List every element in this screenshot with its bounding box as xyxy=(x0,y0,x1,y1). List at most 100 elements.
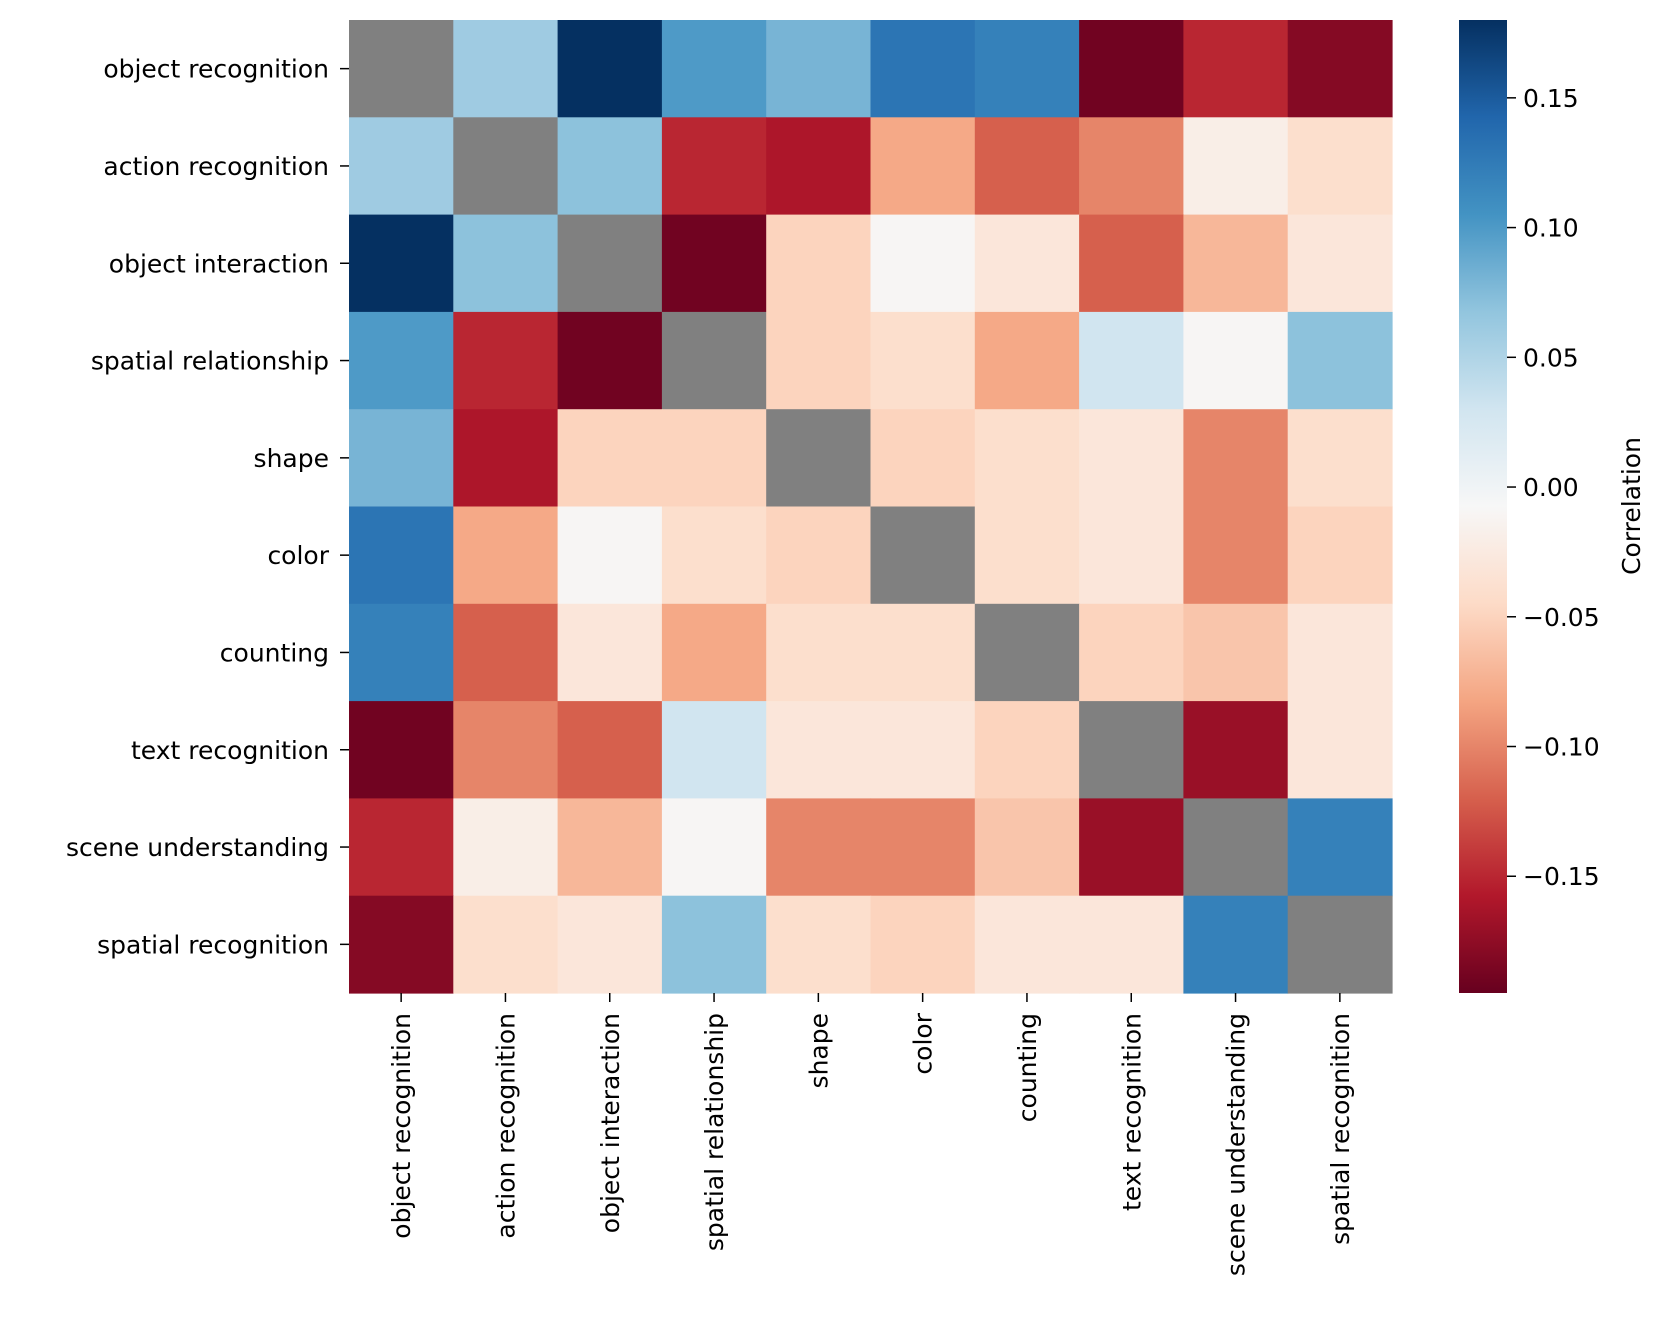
heatmap-cell xyxy=(974,506,1080,605)
heatmap-cell xyxy=(1287,117,1393,216)
heatmap-cell xyxy=(349,895,454,994)
colorbar-tick-label: −0.10 xyxy=(1523,733,1600,762)
heatmap-cell xyxy=(1183,409,1289,508)
heatmap-cell xyxy=(1287,603,1393,702)
heatmap-cell xyxy=(974,20,1080,118)
heatmap-cell xyxy=(766,506,872,605)
x-tick-label: object interaction xyxy=(596,1013,625,1233)
heatmap-cell xyxy=(1079,506,1184,605)
heatmap-cell xyxy=(1079,311,1184,410)
heatmap-cell xyxy=(453,20,559,118)
y-tick-label: scene understanding xyxy=(66,833,329,862)
x-tick-label: counting xyxy=(1013,1013,1042,1122)
heatmap-cell xyxy=(1079,798,1184,897)
heatmap-cell xyxy=(557,311,663,410)
heatmap-cell xyxy=(870,895,976,994)
heatmap-cell xyxy=(974,798,1080,897)
heatmap-cell xyxy=(1183,214,1289,313)
heatmap-cell xyxy=(766,311,872,410)
y-tick-labels: object recognition action recognition obje… xyxy=(66,55,349,959)
colorbar-tick-label: 0.05 xyxy=(1523,343,1579,372)
heatmap-cell xyxy=(1287,798,1393,897)
x-tick-label: shape xyxy=(804,1013,833,1088)
heatmap-cell xyxy=(453,798,559,897)
heatmap-cell xyxy=(453,895,559,994)
heatmap-cell xyxy=(1287,311,1393,410)
heatmap-cell xyxy=(870,214,976,313)
heatmap-cell xyxy=(661,798,767,897)
heatmap-cell xyxy=(557,895,663,994)
heatmap-cell xyxy=(661,311,767,410)
heatmap-cell xyxy=(661,701,767,799)
heatmap-cell xyxy=(661,895,767,994)
y-tick-label: text recognition xyxy=(131,736,329,765)
heatmap-cell xyxy=(349,506,454,605)
heatmap-cell xyxy=(870,798,976,897)
heatmap-cell xyxy=(453,311,559,410)
heatmap-cell xyxy=(349,701,454,799)
x-tick-labels: object recognition action recognition obje… xyxy=(387,993,1355,1276)
heatmap-cell xyxy=(1079,701,1184,799)
heatmap-cell xyxy=(1079,409,1184,508)
heatmap-cell xyxy=(1079,895,1184,994)
heatmap-cell xyxy=(870,506,976,605)
heatmap-cell xyxy=(453,701,559,799)
heatmap-cell xyxy=(1079,214,1184,313)
heatmap-cell xyxy=(766,117,872,216)
heatmap-cell xyxy=(661,117,767,216)
colorbar-tick-label: 0.15 xyxy=(1523,84,1579,113)
heatmap-cell xyxy=(557,117,663,216)
heatmap-cell xyxy=(974,603,1080,702)
colorbar-gradient xyxy=(1459,20,1507,993)
x-tick-label: object recognition xyxy=(387,1013,416,1239)
heatmap-cell xyxy=(661,20,767,118)
heatmap-cell xyxy=(557,701,663,799)
heatmap-cell xyxy=(974,895,1080,994)
heatmap-cell xyxy=(1183,798,1289,897)
heatmap-cell xyxy=(766,895,872,994)
x-tick-label: scene understanding xyxy=(1222,1013,1251,1276)
x-tick-label: spatial relationship xyxy=(700,1013,729,1251)
heatmap-cell xyxy=(557,603,663,702)
heatmap-cell xyxy=(1183,117,1289,216)
heatmap-cell xyxy=(453,214,559,313)
y-tick-label: action recognition xyxy=(103,152,329,181)
y-tick-label: object interaction xyxy=(109,249,329,278)
heatmap-cell xyxy=(1287,701,1393,799)
colorbar-tick-label: 0.00 xyxy=(1523,473,1579,502)
colorbar: 0.15 0.10 0.05 0.00 −0.05 −0.10 −0.15 Correlat… xyxy=(1459,20,1646,993)
y-tick-label: shape xyxy=(254,444,329,473)
heatmap-cell xyxy=(349,311,454,410)
heatmap-cell xyxy=(557,20,663,118)
heatmap-cell xyxy=(974,701,1080,799)
colorbar-label: Correlation xyxy=(1617,437,1646,575)
heatmap-cell xyxy=(870,603,976,702)
heatmap-cell xyxy=(1183,603,1289,702)
heatmap-cell xyxy=(661,409,767,508)
y-tick-label: counting xyxy=(220,638,329,667)
heatmap-cell xyxy=(557,798,663,897)
colorbar-tick-label: −0.15 xyxy=(1523,862,1600,891)
heatmap-cell xyxy=(870,20,976,118)
heatmap-cell xyxy=(453,409,559,508)
heatmap-cell xyxy=(557,409,663,508)
y-tick-label: color xyxy=(267,541,329,570)
heatmap-cell xyxy=(1287,214,1393,313)
heatmap-cell xyxy=(1183,20,1289,118)
heatmap-cell xyxy=(870,409,976,508)
x-tick-label: action recognition xyxy=(491,1013,520,1239)
colorbar-tick-label: −0.05 xyxy=(1523,603,1600,632)
x-tick-label: color xyxy=(909,1012,938,1074)
heatmap-cell xyxy=(974,117,1080,216)
heatmap-cell xyxy=(1183,311,1289,410)
heatmap-cell xyxy=(661,506,767,605)
heatmap-cell xyxy=(349,409,454,508)
heatmap-cell xyxy=(870,701,976,799)
x-tick-label: text recognition xyxy=(1117,1013,1146,1211)
heatmap-cell xyxy=(1183,506,1289,605)
heatmap-cell xyxy=(766,603,872,702)
y-tick-label: spatial recognition xyxy=(97,930,329,959)
heatmap-cell xyxy=(974,409,1080,508)
heatmap-cell xyxy=(1287,895,1393,994)
